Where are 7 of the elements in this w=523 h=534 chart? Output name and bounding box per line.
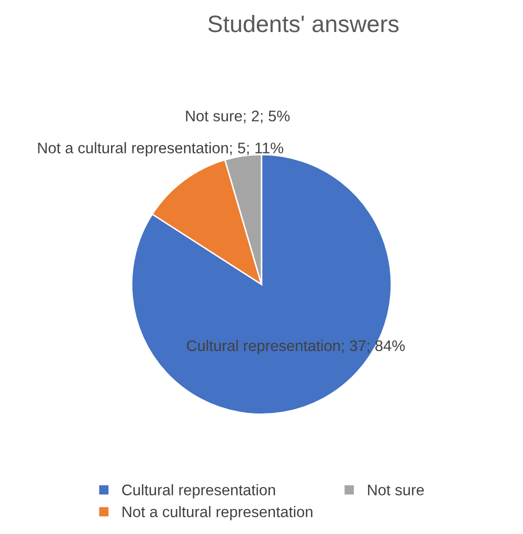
legend-label: Not a cultural representation [122, 506, 312, 520]
data-label: Cultural representation; 37; 84% [186, 340, 405, 354]
legend-label: Not sure [368, 484, 424, 496]
chart-title: Students' answers [208, 14, 399, 32]
data-label: Not sure; 2; 5% [186, 110, 290, 124]
data-label: Not a cultural representation; 5; 11% [38, 142, 284, 156]
legend-label: Cultural representation [122, 484, 275, 498]
